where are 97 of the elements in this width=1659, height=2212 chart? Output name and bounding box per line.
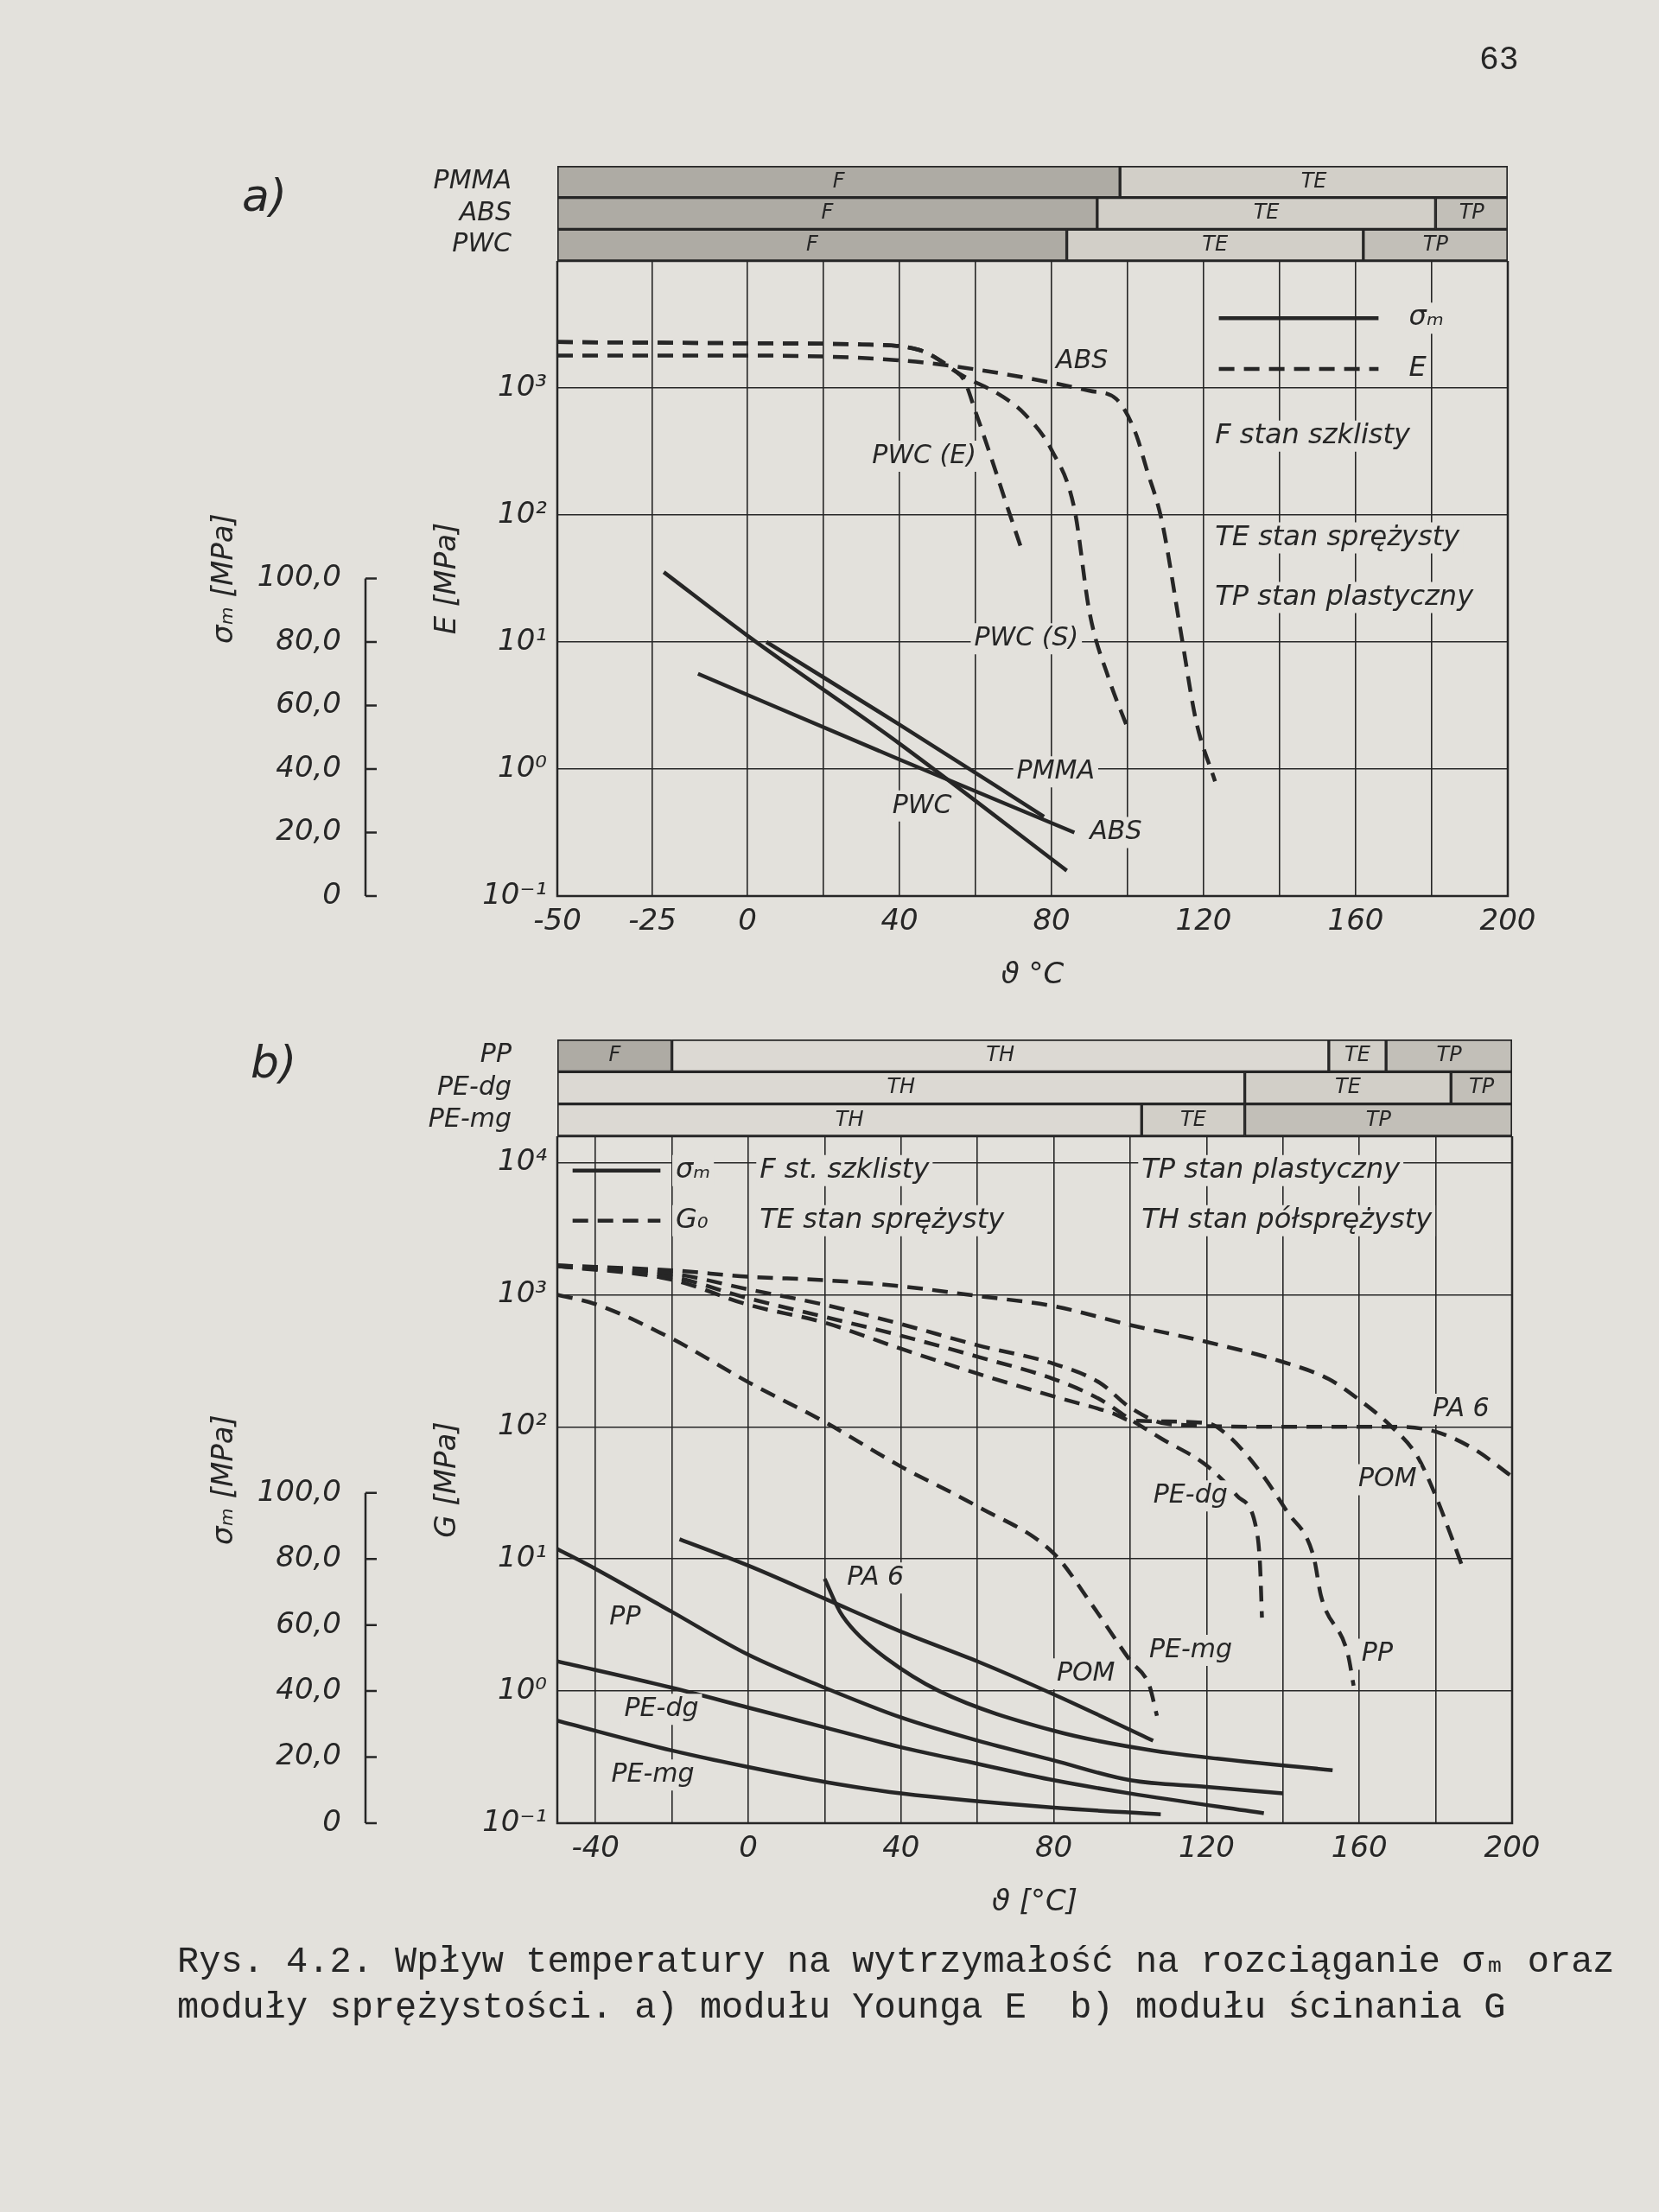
y2-tick-label: 60,0 [276, 685, 341, 721]
series-label: ABS [1054, 344, 1109, 375]
annotation: F stan szklisty [1215, 417, 1412, 451]
series-label: TH [986, 1041, 1015, 1066]
series-label: PWC (E) [872, 438, 976, 469]
series-label: PP [609, 1600, 642, 1631]
y2-tick-label: 100,0 [257, 558, 341, 594]
text: TP [1365, 1106, 1391, 1131]
x-tick-label: 40 [882, 1829, 920, 1865]
series-label: PE-mg [1148, 1632, 1233, 1663]
text: TH [887, 1074, 916, 1099]
y-tick-label: 10³ [498, 367, 547, 403]
y2-tick-label: 0 [322, 1802, 341, 1838]
x-tick-label: 200 [1479, 902, 1536, 938]
text: 63 [1479, 41, 1519, 80]
x-tick-label: 0 [739, 1829, 758, 1865]
y2-axis-title: σₘ [MPa] [205, 1414, 240, 1545]
series-label: PE-dg [624, 1691, 699, 1722]
series-label: F [608, 1041, 622, 1066]
series-label: PE-dg [1153, 1478, 1228, 1510]
y2-tick-label: 40,0 [276, 748, 341, 784]
x-tick-label: 200 [1484, 1829, 1541, 1865]
series-label: ABS [1088, 815, 1142, 846]
text: TE [1180, 1106, 1206, 1131]
y2-tick-label: 0 [322, 875, 341, 911]
y2-tick-label: 20,0 [276, 812, 341, 848]
y-tick-label: 10¹ [498, 1539, 547, 1574]
y-tick-label: ABS [457, 195, 512, 226]
annotation: TE stan sprężysty [1215, 518, 1461, 552]
text: TH [835, 1106, 864, 1131]
annotation: TP stan plastyczny [1141, 1152, 1402, 1185]
annotation: TP stan plastyczny [1215, 578, 1475, 612]
y-tick-label: PMMA [433, 164, 512, 195]
x-axis-title: ϑ °C [1001, 956, 1065, 991]
series-label: F [821, 200, 835, 225]
text: TE [1300, 168, 1327, 193]
y-tick-label: 10² [498, 494, 548, 530]
x-tick-label: 80 [1034, 1829, 1073, 1865]
series-label: PE-mg [611, 1757, 695, 1788]
x-tick-label: 0 [738, 902, 757, 938]
y-tick-label: PE-mg [428, 1103, 512, 1134]
series-label: TE [1253, 200, 1281, 225]
y-axis-title: G [MPa] [428, 1421, 463, 1538]
y-tick-label: PWC [452, 227, 512, 258]
x-tick-label: 120 [1178, 1829, 1235, 1865]
x-tick-label: 160 [1327, 902, 1384, 938]
x-axis-title: ϑ [°C] [991, 1883, 1078, 1918]
chart-title: b) [251, 1035, 297, 1088]
series-label: PMMA [1016, 754, 1095, 785]
x-tick-label: -25 [628, 902, 677, 938]
annotation: E [1408, 350, 1427, 384]
annotation: TH stan półsprężysty [1141, 1202, 1433, 1236]
y-tick-label: PE-dg [437, 1070, 512, 1101]
series-label: PA 6 [1432, 1391, 1490, 1422]
text: Rys. 4.2. Wpływ temperatury na wytrzymałość na rozciąganie σₘ oraz moduły sprężystości. a) modułu Younga E b) modułu ścinania G [177, 1941, 1616, 2031]
x-tick-label: 40 [880, 902, 918, 938]
annotation: G₀ [676, 1202, 709, 1236]
series-label: PP [1361, 1637, 1394, 1668]
y2-tick-label: 60,0 [276, 1605, 341, 1640]
x-tick-label: 80 [1033, 902, 1071, 938]
y-tick-label: PP [480, 1038, 512, 1069]
annotation: σₘ [676, 1152, 711, 1185]
y-tick-label: 10⁰ [498, 748, 548, 784]
series-label: TP [1436, 1041, 1463, 1066]
y2-axis-title: σₘ [MPa] [205, 513, 240, 644]
x-tick-label: 160 [1331, 1829, 1388, 1865]
y-tick-label: 10³ [498, 1274, 547, 1310]
y-tick-label: 10⁰ [498, 1670, 548, 1706]
annotation: σₘ [1408, 299, 1444, 333]
text: TE [1202, 231, 1229, 256]
y-tick-label: 10¹ [498, 621, 547, 657]
series-label: PWC (S) [974, 621, 1079, 652]
annotation: F st. szklisty [760, 1152, 931, 1185]
y-axis-title: E [MPa] [428, 522, 463, 635]
y-tick-label: 10² [498, 1407, 548, 1442]
series-label: PA 6 [847, 1560, 905, 1592]
text: F [805, 231, 818, 256]
y2-tick-label: 100,0 [257, 1472, 341, 1508]
text: TE [1335, 1074, 1361, 1099]
text: F [832, 168, 845, 193]
x-tick-label: -40 [571, 1829, 620, 1865]
series-label: PWC [892, 788, 952, 819]
series-label: TP [1459, 200, 1485, 225]
series-label: POM [1357, 1462, 1417, 1493]
annotation: TE stan sprężysty [760, 1202, 1006, 1236]
y2-tick-label: 80,0 [276, 621, 341, 657]
y2-tick-label: 20,0 [276, 1737, 341, 1772]
y2-tick-label: 80,0 [276, 1539, 341, 1574]
series-label: TE [1344, 1041, 1371, 1066]
y2-tick-label: 40,0 [276, 1670, 341, 1706]
text: TP [1422, 231, 1448, 256]
chart-title: a) [242, 168, 288, 221]
text: TP [1469, 1074, 1495, 1099]
y-tick-label: 10⁻¹ [482, 1802, 547, 1838]
series-label: POM [1056, 1656, 1116, 1688]
y-tick-label: 10⁴ [498, 1142, 548, 1178]
x-tick-label: 120 [1175, 902, 1232, 938]
